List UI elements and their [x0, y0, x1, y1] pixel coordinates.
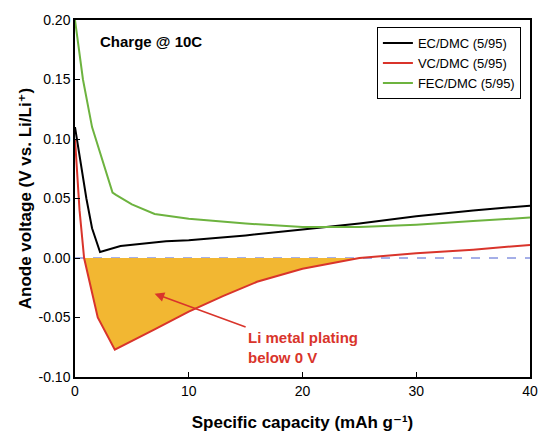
svg-text:VC/DMC (5/95): VC/DMC (5/95): [418, 56, 507, 71]
svg-text:Anode voltage (V vs. Li/Li⁺): Anode voltage (V vs. Li/Li⁺): [16, 88, 35, 310]
svg-text:0.00: 0.00: [43, 250, 70, 266]
svg-text:Charge @ 10C: Charge @ 10C: [100, 33, 202, 50]
svg-text:0.10: 0.10: [43, 131, 70, 147]
svg-text:-0.10: -0.10: [39, 369, 71, 385]
svg-text:10: 10: [181, 383, 197, 399]
svg-text:EC/DMC (5/95): EC/DMC (5/95): [418, 36, 507, 51]
svg-text:Specific capacity (mAh g⁻¹): Specific capacity (mAh g⁻¹): [192, 413, 414, 432]
svg-text:FEC/DMC (5/95): FEC/DMC (5/95): [418, 76, 515, 91]
svg-text:30: 30: [408, 383, 424, 399]
svg-text:-0.05: -0.05: [39, 309, 71, 325]
svg-text:0.20: 0.20: [43, 12, 70, 28]
svg-text:0.15: 0.15: [43, 71, 70, 87]
svg-text:40: 40: [522, 383, 538, 399]
svg-text:0.05: 0.05: [43, 190, 70, 206]
svg-text:0: 0: [71, 383, 79, 399]
svg-text:Li metal platingbelow 0 V: Li metal platingbelow 0 V: [248, 329, 358, 366]
svg-text:20: 20: [295, 383, 311, 399]
